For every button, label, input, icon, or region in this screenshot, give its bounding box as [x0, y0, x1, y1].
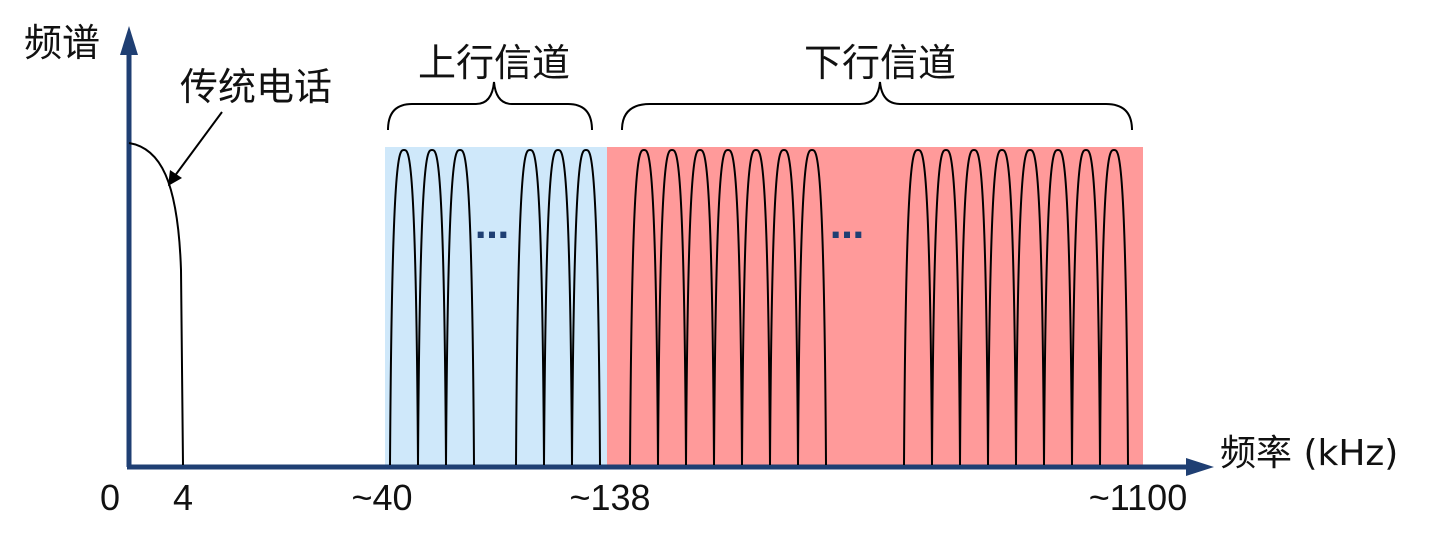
y-axis-label: 频谱 [24, 21, 100, 65]
upstream-label: 上行信道 [418, 41, 570, 85]
subcarrier-arch [445, 148, 475, 466]
phone-pointer-arrow [168, 111, 223, 186]
x-axis-label: 频率 (kHz) [1220, 433, 1398, 474]
subcarrier-arch [1043, 148, 1073, 466]
tick-label: ~1100 [1089, 477, 1187, 518]
downstream-band [607, 147, 1143, 465]
subcarrier-arch [741, 148, 771, 466]
downstream-label: 下行信道 [804, 41, 956, 85]
upstream-brace [387, 81, 593, 131]
subcarrier-arch [987, 148, 1017, 466]
downstream-ellipsis: … [830, 207, 864, 247]
subcarrier-arch [769, 148, 799, 466]
subcarriers [389, 148, 1129, 466]
phone-label: 传统电话 [180, 65, 332, 109]
tick-label: 0 [100, 477, 120, 518]
tick-label: ~138 [569, 477, 650, 518]
tick-label: 4 [173, 477, 193, 518]
phone-spectrum-curve [128, 142, 184, 466]
subcarrier-arch [685, 148, 715, 466]
subcarrier-arch [543, 148, 573, 466]
subcarrier-arch [417, 148, 447, 466]
y-axis-arrow [120, 26, 138, 55]
upstream-ellipsis: … [475, 207, 509, 247]
subcarrier-arch [931, 148, 961, 466]
subcarrier-arch [515, 148, 545, 466]
subcarrier-arch [657, 148, 687, 466]
subcarrier-arch [959, 148, 989, 466]
tick-label: ~40 [351, 477, 412, 518]
subcarrier-arch [797, 148, 827, 466]
subcarrier-arch [1015, 148, 1045, 466]
subcarrier-arch [713, 148, 743, 466]
subcarrier-arch [389, 148, 419, 466]
subcarrier-arch [629, 148, 659, 466]
x-axis-arrow [1186, 458, 1214, 476]
subcarrier-arch [571, 148, 601, 466]
axes [120, 26, 1214, 476]
downstream-brace [621, 81, 1133, 131]
subcarrier-arch [1071, 148, 1101, 466]
subcarrier-arch [1099, 148, 1129, 466]
subcarrier-arch [903, 148, 933, 466]
